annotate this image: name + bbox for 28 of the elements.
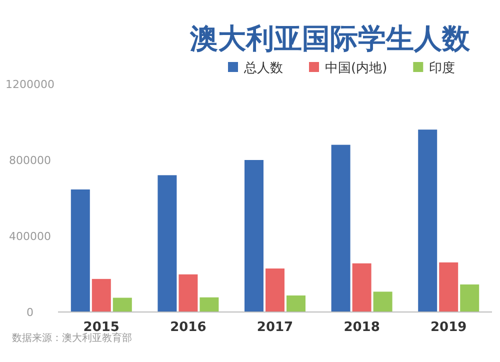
- bar: [460, 284, 480, 312]
- bar: [92, 278, 111, 312]
- y-tick-label: 1200000: [6, 78, 54, 91]
- x-tick-label: 2019: [430, 320, 467, 335]
- x-tick-label: 2017: [256, 320, 294, 335]
- bar: [244, 160, 264, 312]
- bar: [200, 297, 219, 312]
- source-note: 数据来源：澳大利亚教育部: [12, 332, 132, 344]
- bar: [418, 130, 438, 312]
- x-tick-label: 2016: [170, 320, 206, 335]
- y-tick-label: 0: [26, 306, 34, 319]
- bar: [373, 292, 392, 312]
- bar: [266, 268, 284, 312]
- bar: [286, 295, 306, 312]
- bar: [70, 189, 90, 312]
- bar: [112, 298, 132, 312]
- bar: [331, 144, 350, 312]
- y-tick-label: 800000: [9, 154, 51, 167]
- legend-label: 中国(内地): [325, 61, 388, 76]
- bar: [158, 175, 177, 312]
- legend-label: 总人数: [243, 61, 283, 76]
- bar: [178, 274, 198, 312]
- chart-title: 澳大利亚国际学生人数: [189, 22, 471, 55]
- bar: [352, 263, 372, 312]
- legend-label: 印度: [429, 60, 456, 76]
- y-tick-label: 400000: [9, 230, 51, 243]
- bar: [439, 262, 458, 312]
- x-tick-label: 2018: [344, 320, 380, 335]
